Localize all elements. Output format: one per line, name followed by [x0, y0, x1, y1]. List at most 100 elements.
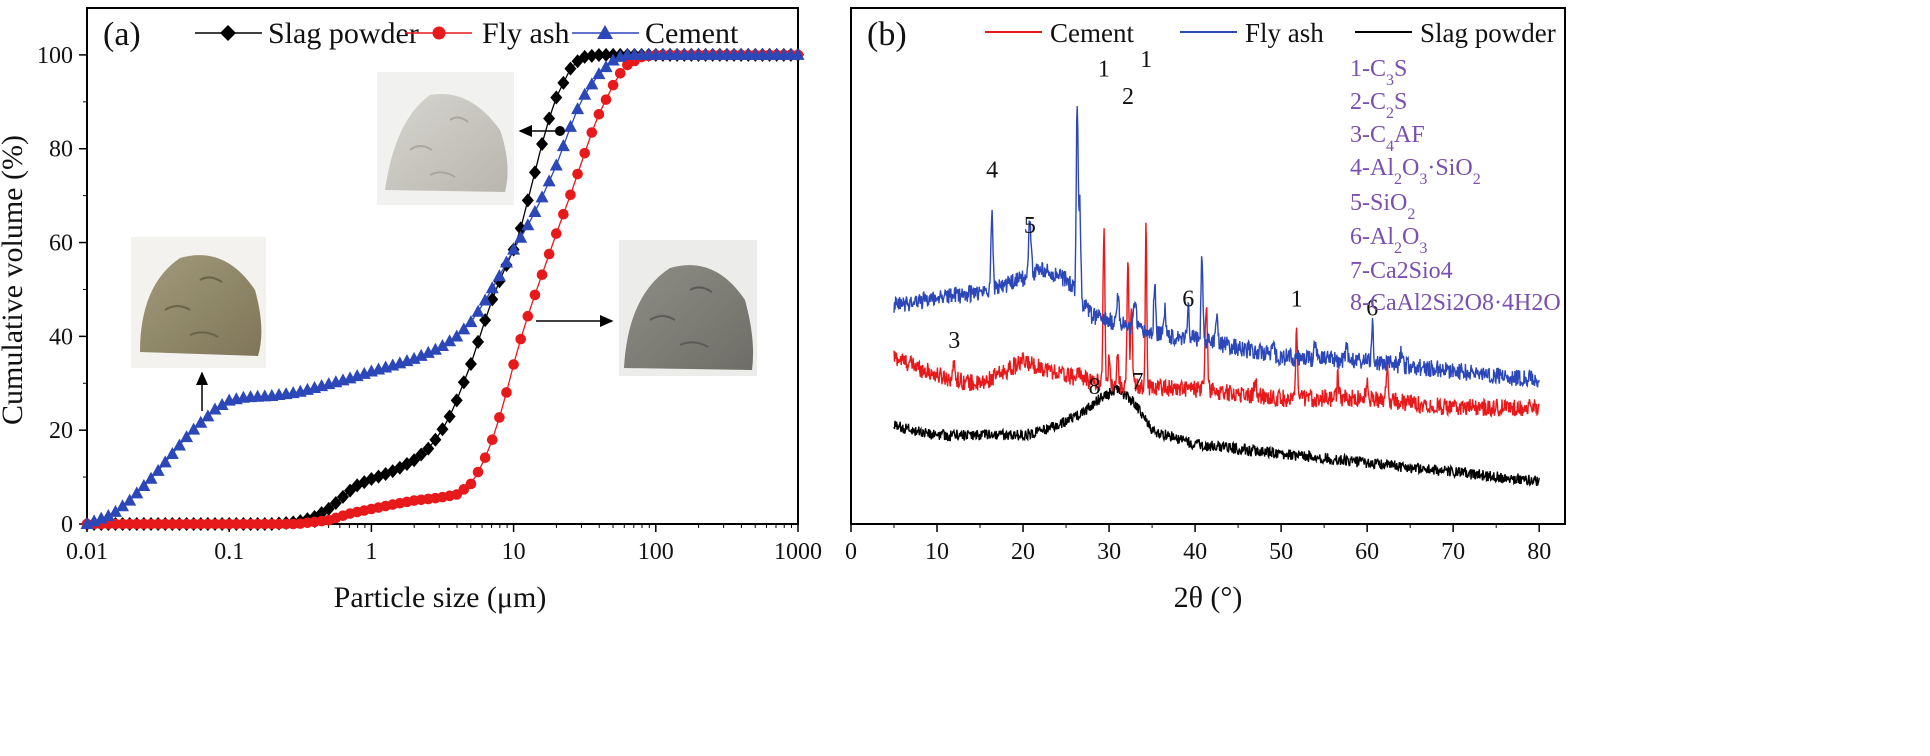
a-point-flyash	[558, 208, 569, 220]
b-pattern-cement	[893, 222, 1540, 418]
a-point-flyash	[522, 310, 534, 322]
a-point-slag	[415, 447, 428, 462]
phase-8: 8-CaAl2Si2O8·4H2O	[1350, 290, 1561, 316]
a-ytick-label: 100	[37, 43, 73, 69]
a-point-cement	[478, 293, 492, 306]
a-point-cement	[407, 351, 421, 364]
a-point-flyash	[550, 228, 562, 239]
photo-cement-pile	[624, 265, 754, 370]
peak-label: 6	[1182, 286, 1194, 312]
a-point-slag	[543, 111, 556, 126]
a-point-cement	[521, 218, 535, 231]
a-point-cement	[443, 334, 457, 347]
a-point-slag	[450, 393, 463, 408]
a-point-cement	[450, 329, 464, 342]
phase-1: 1-C3S	[1350, 56, 1407, 89]
a-point-cement	[507, 242, 521, 255]
a-point-cement	[165, 446, 179, 459]
a-xtick-label: 0.01	[66, 539, 108, 565]
panel-a-axes: 0.01 0.1 1 10 100 1000 0 20 40 60 80 100	[37, 43, 822, 565]
a-point-cement	[180, 430, 194, 443]
panel-a-label: (a)	[103, 16, 141, 53]
peak-label: 1	[1098, 56, 1110, 82]
a-point-cement	[535, 190, 549, 203]
phase-2: 2-C2S	[1350, 89, 1407, 122]
a-point-cement	[585, 77, 599, 90]
photo-slag-texture	[409, 116, 469, 178]
a-point-slag	[443, 409, 456, 424]
a-xtick-label: 1000	[774, 539, 822, 565]
a-point-cement	[542, 174, 556, 187]
phase-5: 5-SiO2	[1350, 190, 1415, 223]
a-point-flyash	[508, 359, 519, 370]
b-xtick-label: 50	[1269, 539, 1293, 565]
legend-slag-marker	[220, 25, 236, 41]
a-point-flyash	[614, 68, 626, 79]
b-xtick-label: 70	[1441, 539, 1465, 565]
panel-b-label: (b)	[867, 16, 907, 53]
b-pattern-fly-ash	[893, 106, 1540, 388]
a-point-cement	[556, 139, 570, 152]
a-point-slag	[329, 495, 342, 510]
b-xtick-label: 10	[925, 539, 949, 565]
a-point-flyash	[529, 289, 541, 301]
a-point-slag	[585, 48, 598, 63]
a-point-slag	[472, 334, 485, 349]
a-point-cement	[101, 509, 115, 522]
b-xtick-label: 20	[1011, 539, 1035, 565]
phase-legend: 1-C3S 2-C2S 3-C4AF 4-Al2O3·SiO2 5-SiO2 6…	[1350, 56, 1561, 316]
arrow-slag-anchor	[555, 126, 565, 136]
phase-7: 7-Ca2Sio4	[1350, 258, 1453, 284]
legend-b-flyash-label: Fly ash	[1245, 18, 1324, 48]
panel-b-xlabel: 2θ (°)	[1174, 581, 1243, 614]
a-point-slag	[578, 49, 591, 64]
a-point-flyash	[494, 412, 505, 423]
peak-label: 1	[1140, 47, 1152, 73]
a-point-flyash	[579, 147, 590, 159]
panel-a-xlabel: Particle size (μm)	[334, 581, 547, 614]
legend-flyash-label: Fly ash	[482, 17, 570, 50]
a-point-cement	[194, 415, 208, 428]
a-point-flyash	[536, 269, 548, 281]
a-point-cement	[492, 269, 506, 282]
a-point-cement	[158, 455, 172, 468]
a-point-cement	[208, 402, 222, 415]
a-point-flyash	[543, 248, 555, 260]
a-point-cement	[499, 255, 513, 268]
peak-label: 7	[1131, 369, 1143, 395]
panel-b-series	[893, 106, 1540, 487]
a-point-cement	[116, 499, 130, 512]
a-point-slag	[600, 47, 613, 62]
a-point-slag	[528, 165, 541, 180]
phase-6: 6-Al2O3	[1350, 224, 1427, 257]
panel-b-legend: Cement Fly ash Slag powder	[985, 18, 1556, 48]
a-point-slag	[322, 501, 335, 516]
a-point-cement	[457, 322, 471, 335]
a-point-cement	[549, 158, 563, 171]
a-point-cement	[201, 409, 215, 422]
a-point-cement	[144, 471, 158, 484]
b-xtick-label: 60	[1355, 539, 1379, 565]
a-point-flyash	[486, 434, 498, 446]
a-point-flyash	[586, 127, 598, 138]
a-point-cement	[130, 486, 144, 499]
a-point-cement	[414, 348, 428, 361]
peak-label: 3	[948, 328, 960, 354]
peak-label: 8	[1088, 374, 1100, 400]
a-point-cement	[172, 438, 186, 451]
a-point-cement	[421, 345, 435, 358]
a-point-slag	[564, 61, 577, 76]
peak-label: 5	[1024, 213, 1036, 239]
a-point-cement	[471, 304, 485, 317]
a-point-flyash	[607, 79, 619, 91]
photo-slag-pile	[385, 94, 508, 192]
a-point-cement	[108, 504, 122, 517]
a-point-slag	[457, 375, 470, 390]
a-point-cement	[151, 463, 165, 476]
a-xtick-label: 0.1	[214, 539, 244, 565]
panel-a-legend: Slag powder Fly ash Cement	[195, 17, 739, 50]
a-point-slag	[408, 453, 421, 468]
a-point-flyash	[600, 94, 612, 105]
